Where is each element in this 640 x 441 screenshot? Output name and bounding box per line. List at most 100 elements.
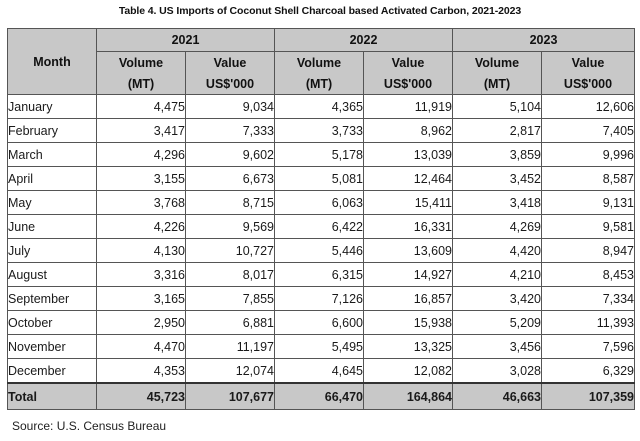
month-cell: September [7, 286, 97, 311]
value-cell: 5,178 [274, 142, 364, 167]
value-cell: 4,365 [274, 94, 364, 119]
column-unit: (MT) [274, 73, 364, 95]
source-note: Source: U.S. Census Bureau [12, 419, 167, 433]
month-cell: April [7, 166, 97, 191]
value-cell: 11,393 [541, 310, 635, 335]
value-cell: 11,197 [185, 334, 275, 359]
value-cell: 6,673 [185, 166, 275, 191]
value-cell: 4,210 [452, 262, 542, 287]
value-cell: 16,857 [363, 286, 453, 311]
table-row: February 3,417 7,333 3,733 8,962 2,817 7,405 [7, 118, 635, 143]
value-cell: 6,600 [274, 310, 364, 335]
value-cell: 5,209 [452, 310, 542, 335]
value-cell: 9,602 [185, 142, 275, 167]
value-cell: 4,130 [96, 238, 186, 263]
value-cell: 7,596 [541, 334, 635, 359]
total-label: Total [7, 382, 97, 410]
value-cell: 5,104 [452, 94, 542, 119]
value-cell: 46,663 [452, 382, 542, 410]
value-cell: 6,422 [274, 214, 364, 239]
value-cell: 3,768 [96, 190, 186, 215]
year-header-2023: 2023 [452, 28, 635, 52]
value-cell: 7,334 [541, 286, 635, 311]
value-cell: 4,353 [96, 358, 186, 384]
value-cell: 7,333 [185, 118, 275, 143]
month-cell: May [7, 190, 97, 215]
value-cell: 12,082 [363, 358, 453, 384]
table-row: October 2,950 6,881 6,600 15,938 5,209 11,393 [7, 310, 635, 335]
month-cell: June [7, 214, 97, 239]
value-cell: 13,609 [363, 238, 453, 263]
value-cell: 16,331 [363, 214, 453, 239]
value-cell: 3,417 [96, 118, 186, 143]
value-cell: 3,859 [452, 142, 542, 167]
month-cell: August [7, 262, 97, 287]
table-row: November 4,470 11,197 5,495 13,325 3,456 7,596 [7, 334, 635, 359]
value-cell: 4,420 [452, 238, 542, 263]
month-header: Month [7, 28, 97, 95]
value-cell: 14,927 [363, 262, 453, 287]
value-cell: 5,495 [274, 334, 364, 359]
column-header: Value [541, 51, 635, 73]
value-cell: 15,938 [363, 310, 453, 335]
column-header: Volume [96, 51, 186, 73]
column-unit: US$'000 [363, 73, 453, 95]
value-cell: 2,817 [452, 118, 542, 143]
value-cell: 5,446 [274, 238, 364, 263]
value-cell: 3,456 [452, 334, 542, 359]
value-cell: 3,316 [96, 262, 186, 287]
table-row: June 4,226 9,569 6,422 16,331 4,269 9,581 [7, 214, 635, 239]
value-cell: 6,329 [541, 358, 635, 384]
year-header-2022: 2022 [274, 28, 453, 52]
value-cell: 7,855 [185, 286, 275, 311]
value-cell: 8,017 [185, 262, 275, 287]
value-cell: 2,950 [96, 310, 186, 335]
column-unit: (MT) [452, 73, 542, 95]
month-cell: November [7, 334, 97, 359]
value-cell: 7,405 [541, 118, 635, 143]
value-cell: 9,581 [541, 214, 635, 239]
table-row: December 4,353 12,074 4,645 12,082 3,028 6,329 [7, 358, 635, 384]
column-header: Value [185, 51, 275, 73]
column-header: Volume [452, 51, 542, 73]
value-cell: 3,733 [274, 118, 364, 143]
month-cell: February [7, 118, 97, 143]
value-cell: 9,131 [541, 190, 635, 215]
table-row: May 3,768 8,715 6,063 15,411 3,418 9,131 [7, 190, 635, 215]
value-cell: 12,606 [541, 94, 635, 119]
year-header-2021: 2021 [96, 28, 275, 52]
value-cell: 3,418 [452, 190, 542, 215]
table-row: March 4,296 9,602 5,178 13,039 3,859 9,996 [7, 142, 635, 167]
value-cell: 10,727 [185, 238, 275, 263]
value-cell: 9,569 [185, 214, 275, 239]
value-cell: 66,470 [274, 382, 364, 410]
value-cell: 4,296 [96, 142, 186, 167]
value-cell: 8,715 [185, 190, 275, 215]
column-unit: US$'000 [541, 73, 635, 95]
column-header: Value [363, 51, 453, 73]
value-cell: 13,039 [363, 142, 453, 167]
value-cell: 11,919 [363, 94, 453, 119]
table-caption: Table 4. US Imports of Coconut Shell Cha… [118, 5, 522, 17]
value-cell: 3,155 [96, 166, 186, 191]
value-cell: 4,269 [452, 214, 542, 239]
value-cell: 5,081 [274, 166, 364, 191]
value-cell: 6,881 [185, 310, 275, 335]
column-unit: (MT) [96, 73, 186, 95]
value-cell: 3,165 [96, 286, 186, 311]
imports-table: Month 2021 2022 2023 Volume Value Volume… [7, 28, 635, 410]
month-cell: January [7, 94, 97, 119]
value-cell: 3,028 [452, 358, 542, 384]
month-cell: March [7, 142, 97, 167]
value-cell: 4,226 [96, 214, 186, 239]
value-cell: 3,452 [452, 166, 542, 191]
total-row: Total 45,723 107,677 66,470 164,864 46,663 107… [7, 382, 635, 410]
column-unit: US$'000 [185, 73, 275, 95]
value-cell: 9,034 [185, 94, 275, 119]
table-row: August 3,316 8,017 6,315 14,927 4,210 8,453 [7, 262, 635, 287]
value-cell: 4,470 [96, 334, 186, 359]
value-cell: 107,359 [541, 382, 635, 410]
value-cell: 8,587 [541, 166, 635, 191]
value-cell: 15,411 [363, 190, 453, 215]
table-row: January 4,475 9,034 4,365 11,919 5,104 12,606 [7, 94, 635, 119]
